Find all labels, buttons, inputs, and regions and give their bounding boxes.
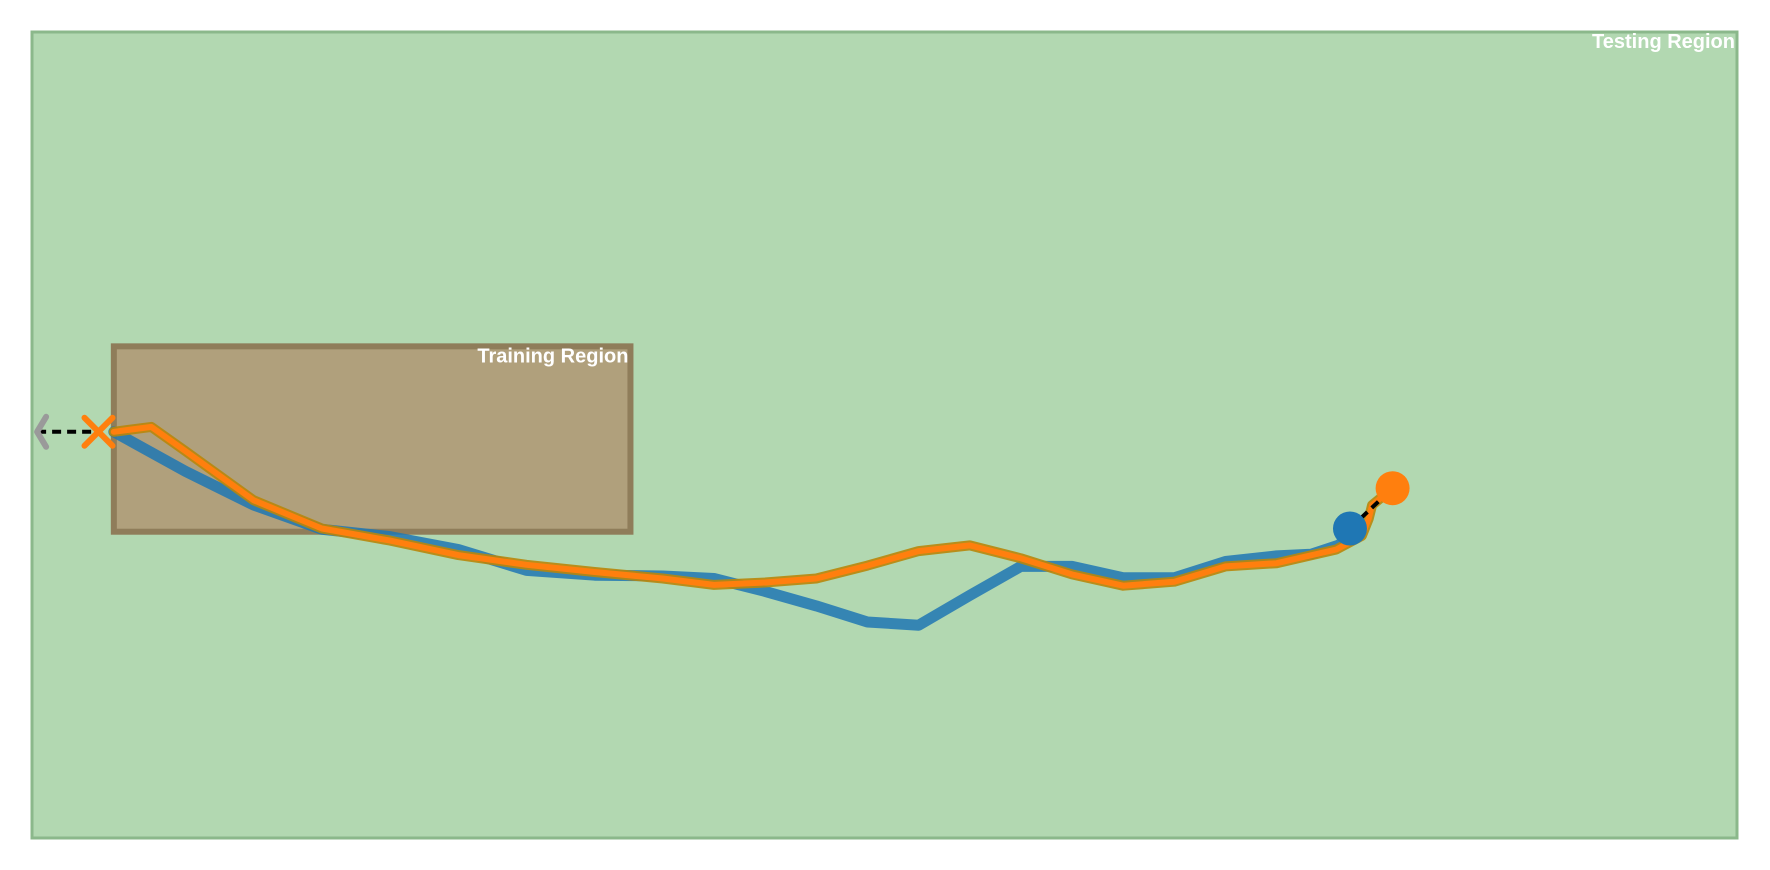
training-region-label: Training Region [477, 345, 628, 367]
direction-arrow-icon [34, 413, 50, 450]
series-layer [37, 421, 1398, 631]
testing-region-label: Testing Region [1592, 31, 1735, 53]
end-point-blue [1332, 511, 1367, 546]
start-marker-stroke-b [81, 414, 116, 449]
marker-layer [34, 413, 1410, 546]
end-point-orange [1375, 471, 1410, 506]
trajectory-orange [110, 423, 1396, 589]
start-marker [81, 414, 116, 449]
training-region [110, 343, 634, 535]
